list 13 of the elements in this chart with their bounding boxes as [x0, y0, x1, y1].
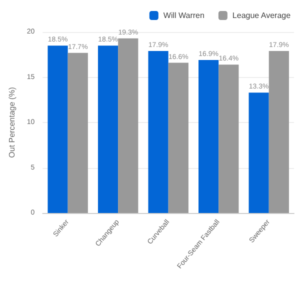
- bar: [248, 92, 269, 213]
- bar: [148, 51, 168, 213]
- bar: [168, 62, 188, 213]
- bar: [68, 52, 88, 213]
- bar: [48, 46, 68, 213]
- legend-label: Will Warren: [163, 11, 204, 20]
- bar: [198, 60, 219, 213]
- bar: [118, 38, 138, 213]
- y-axis-title: Out Percentage (%): [8, 86, 16, 158]
- bar: [218, 64, 239, 213]
- bar: [268, 51, 289, 213]
- bar: [98, 46, 118, 213]
- legend-label: League Average: [232, 11, 292, 20]
